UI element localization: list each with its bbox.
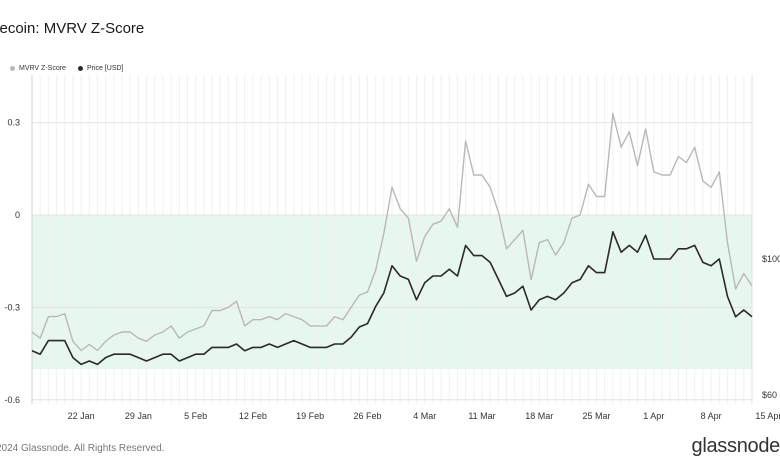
copyright-footer: 2024 Glassnode. All Rights Reserved.: [0, 443, 165, 454]
legend-label-mvrv: MVRV Z-Score: [19, 65, 66, 72]
chart-title: itecoin: MVRV Z-Score: [0, 20, 145, 37]
left-tick-label: 0.3: [7, 118, 20, 128]
mvrv-zscore-line: [31, 112, 753, 352]
left-tick-label: -0.6: [4, 395, 20, 405]
left-tick-label: 0: [15, 210, 20, 220]
glassnode-logo: glassnode: [691, 435, 780, 457]
chart-legend: MVRV Z-Score Price [USD]: [10, 65, 124, 72]
x-tick-label: 15 Apr: [755, 411, 780, 421]
legend-dot-mvrv: [10, 66, 15, 71]
x-tick-label: 19 Feb: [296, 411, 324, 421]
x-tick-label: 11 Mar: [468, 411, 495, 421]
x-tick-label: 12 Feb: [239, 411, 267, 421]
right-tick-label: $60: [762, 390, 777, 400]
x-tick-label: 26 Feb: [353, 411, 381, 421]
x-tick-label: 8 Apr: [701, 411, 722, 421]
left-tick-label: -0.3: [4, 302, 20, 312]
legend-label-price: Price [USD]: [86, 65, 124, 72]
legend-item-price[interactable]: Price [USD]: [77, 65, 124, 72]
x-tick-label: 5 Feb: [184, 411, 207, 421]
x-tick-label: 18 Mar: [525, 411, 553, 421]
x-tick-label: 4 Mar: [413, 411, 436, 421]
x-tick-label: 22 Jan: [68, 411, 95, 421]
right-tick-label: $100: [762, 254, 780, 264]
x-tick-label: 25 Mar: [583, 411, 611, 421]
x-tick-label: 29 Jan: [125, 411, 152, 421]
legend-item-mvrv[interactable]: MVRV Z-Score: [10, 65, 66, 72]
x-tick-label: 1 Apr: [643, 411, 664, 421]
price-usd-line: [31, 231, 753, 366]
legend-dot-price: [77, 66, 83, 71]
